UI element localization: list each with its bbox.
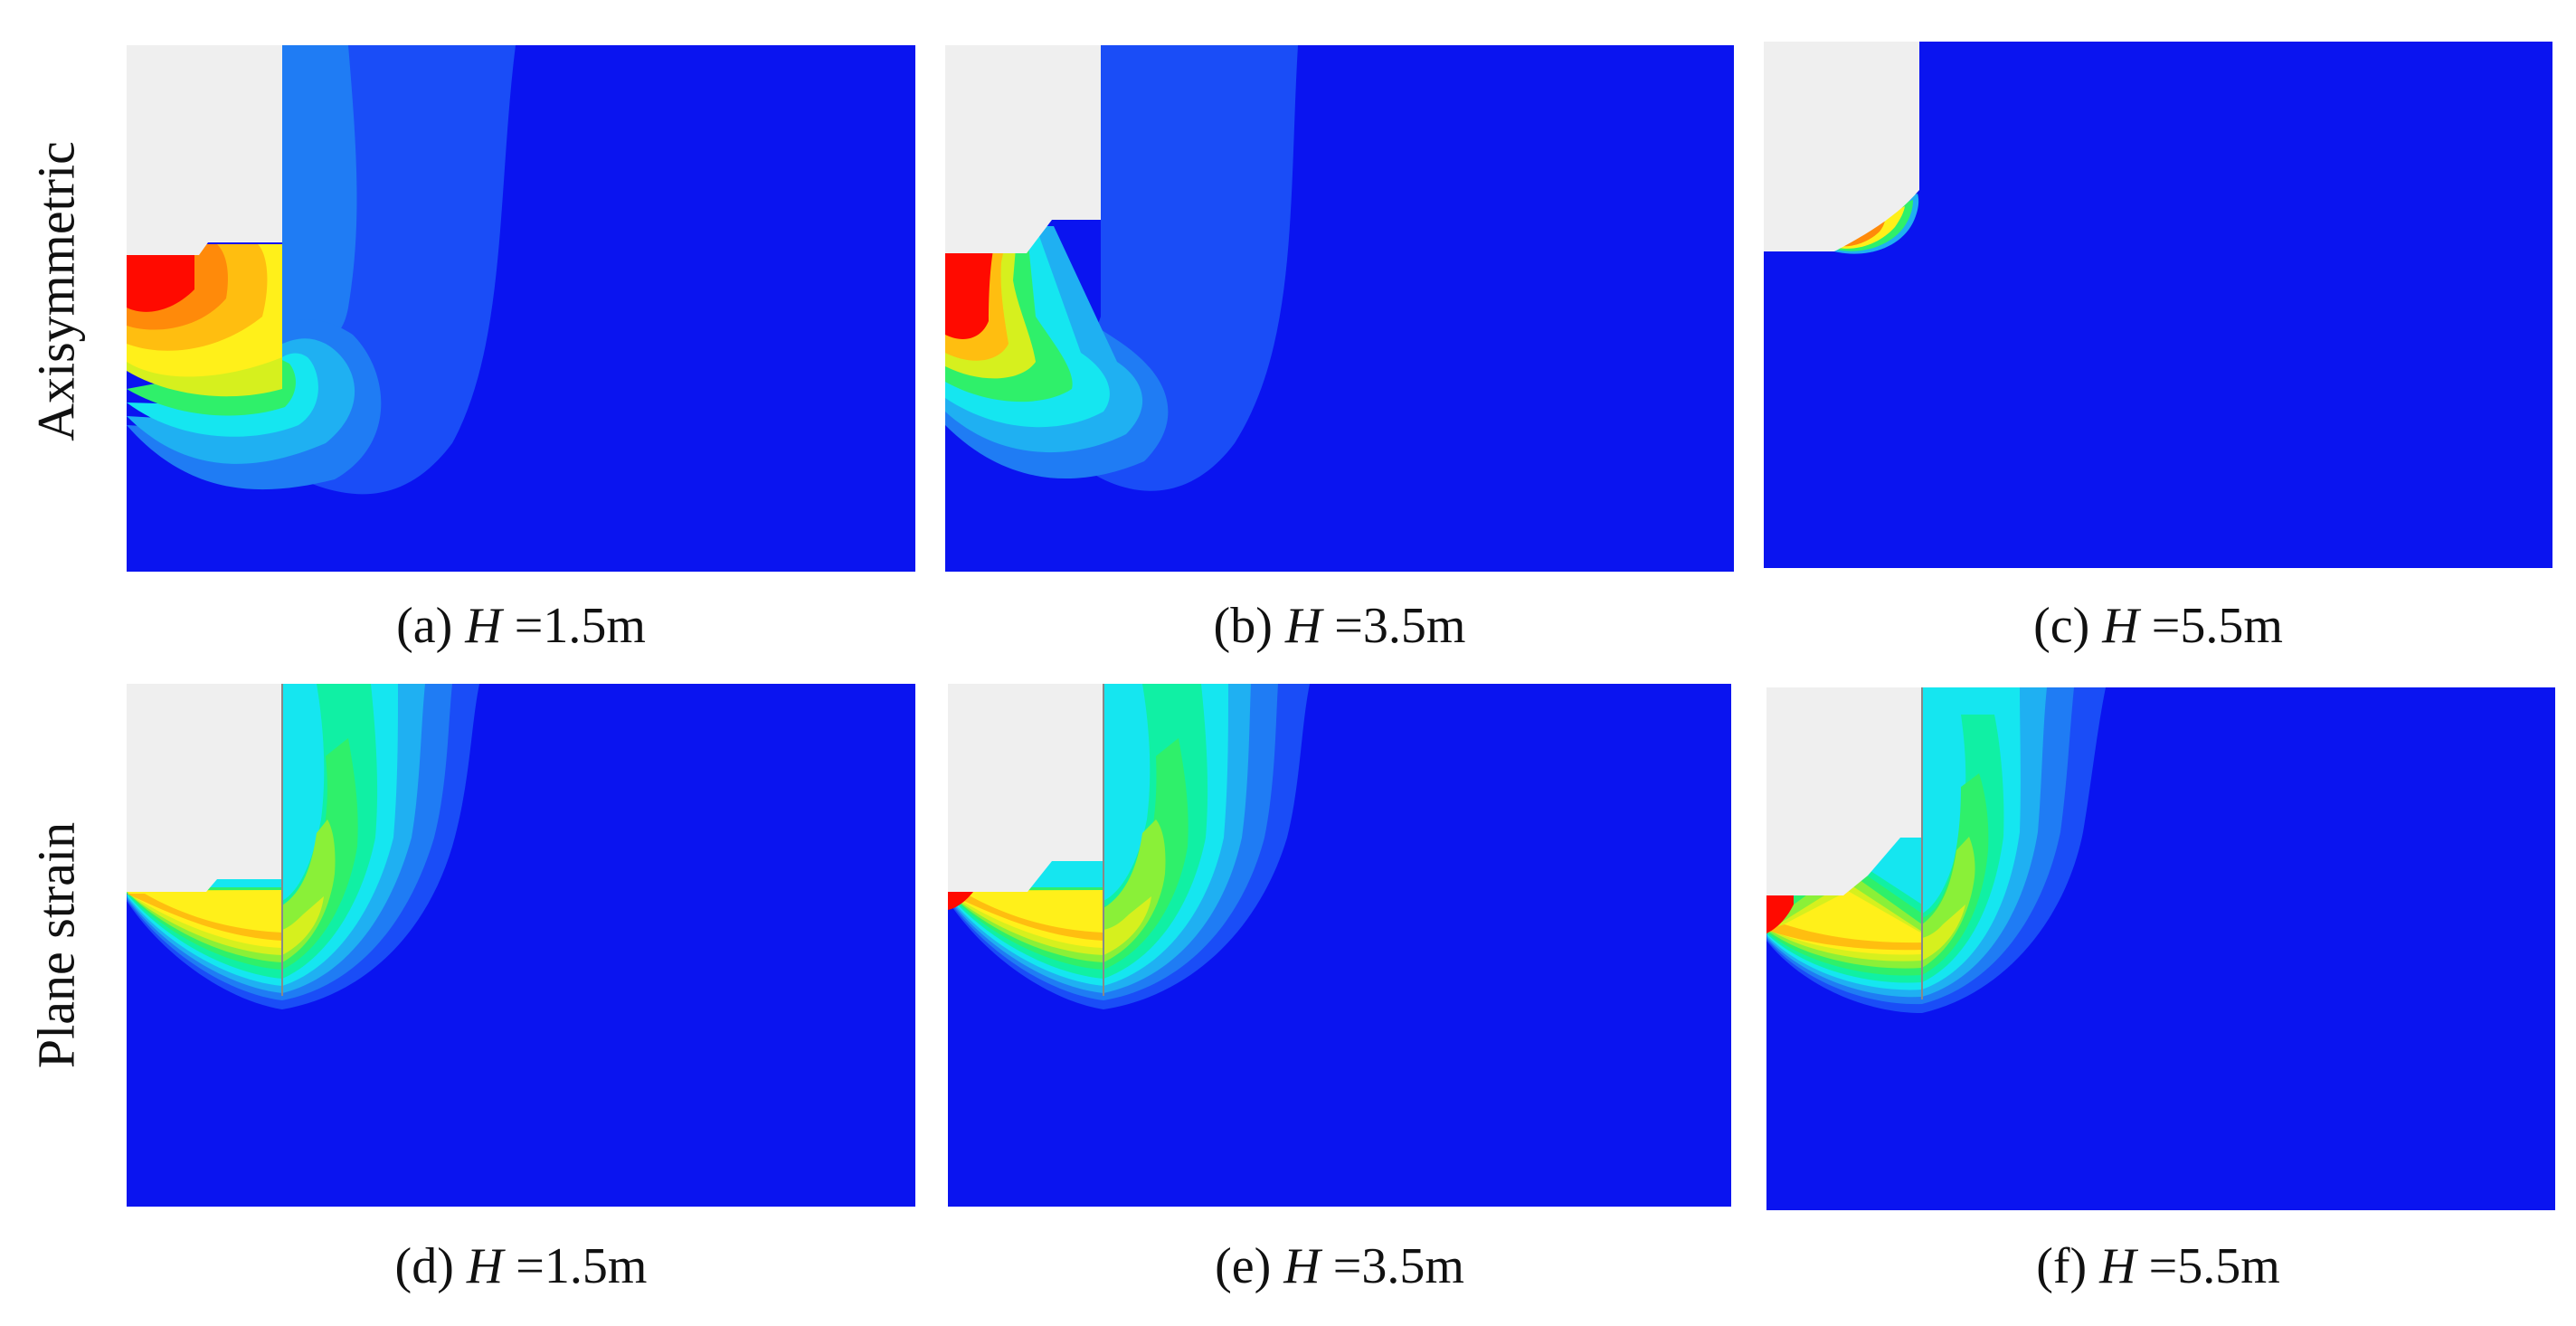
contour-band (1766, 895, 1794, 933)
excavation-void (1766, 687, 1922, 895)
contour-band (945, 240, 995, 339)
contour-panel-b (945, 45, 1734, 572)
excavation-void (127, 684, 282, 892)
contour-panel-e (948, 684, 1731, 1207)
caption-c: (c) H =5.5m (2033, 598, 2283, 654)
contour-panel-f (1766, 687, 2555, 1210)
excavation-void (1764, 42, 1919, 251)
contour-band (948, 894, 1103, 941)
contour-band (127, 244, 194, 312)
caption-b: (b) H =3.5m (1213, 598, 1466, 654)
contour-band (127, 894, 282, 941)
contour-panel-c (1764, 42, 2552, 568)
excavation-void (127, 45, 282, 255)
excavation-void (945, 45, 1101, 253)
caption-f: (f) H =5.5m (2036, 1238, 2280, 1294)
contour-panel-a (127, 45, 915, 572)
contour-panel-d (127, 684, 915, 1207)
contour-band (282, 45, 357, 347)
row-label-plane-strain: Plane strain (26, 821, 86, 1069)
caption-e: (e) H =3.5m (1215, 1238, 1464, 1294)
contour-band (1766, 924, 1922, 951)
contour-band (127, 353, 318, 437)
caption-a: (a) H =1.5m (396, 598, 646, 654)
excavation-void (948, 684, 1103, 892)
contour-band (948, 890, 973, 910)
caption-d: (d) H =1.5m (394, 1238, 648, 1294)
row-label-axisymmetric: Axisymmetric (26, 141, 86, 441)
